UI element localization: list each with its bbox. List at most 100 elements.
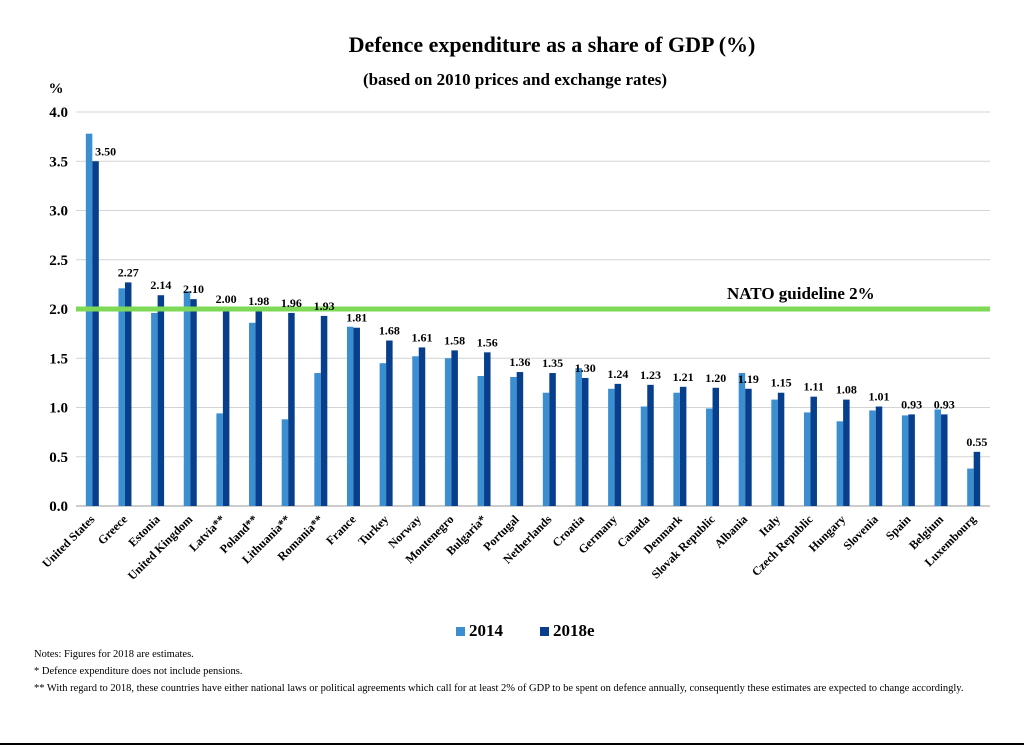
data-label: 1.61 bbox=[412, 330, 433, 344]
data-label: 1.21 bbox=[673, 370, 694, 384]
bar-2014 bbox=[673, 392, 680, 506]
legend-swatch-2018e bbox=[540, 627, 549, 636]
y-tick-label: 1.5 bbox=[49, 351, 68, 367]
data-label: 1.23 bbox=[640, 368, 661, 382]
bar-2018e bbox=[712, 387, 720, 506]
data-label: 1.30 bbox=[575, 361, 596, 375]
bar-2018e bbox=[418, 347, 426, 506]
y-tick-label: 0.0 bbox=[49, 499, 68, 515]
bar-2018e bbox=[777, 392, 785, 506]
data-label: 1.19 bbox=[738, 372, 759, 386]
data-label: 1.15 bbox=[771, 376, 792, 390]
y-tick-label: 2.5 bbox=[49, 253, 68, 269]
data-label: 2.27 bbox=[118, 265, 139, 279]
bar-2014 bbox=[738, 373, 746, 506]
y-tick-label: 2.0 bbox=[49, 302, 68, 318]
bar-2014 bbox=[901, 415, 909, 506]
bar-2014 bbox=[412, 356, 419, 506]
data-label: 0.93 bbox=[934, 397, 955, 411]
note-line: * Defence expenditure does not include p… bbox=[34, 666, 243, 677]
bar-2014 bbox=[183, 291, 191, 506]
bar-2014 bbox=[967, 468, 974, 506]
bar-2014 bbox=[836, 421, 844, 506]
bottom-rule bbox=[0, 743, 1024, 745]
legend-label: 2018e bbox=[553, 621, 595, 640]
data-label: 1.56 bbox=[477, 335, 498, 349]
bar-2018e bbox=[353, 327, 360, 506]
data-label: 2.14 bbox=[150, 278, 171, 292]
bar-2014 bbox=[934, 409, 942, 506]
bar-2018e bbox=[875, 406, 883, 506]
y-tick-label: 0.5 bbox=[49, 450, 68, 466]
data-label: 1.36 bbox=[509, 355, 530, 369]
chart-title: Defence expenditure as a share of GDP (%… bbox=[349, 32, 756, 57]
data-label: 3.50 bbox=[95, 144, 116, 158]
y-tick-label: 3.5 bbox=[49, 154, 68, 170]
bar-2014 bbox=[444, 358, 452, 506]
chart: Defence expenditure as a share of GDP (%… bbox=[39, 32, 990, 640]
data-label: 1.11 bbox=[804, 380, 824, 394]
bar-2018e bbox=[288, 312, 295, 506]
x-tick-label: Greece bbox=[95, 512, 131, 548]
bar-2014 bbox=[379, 363, 387, 506]
bar-2018e bbox=[92, 161, 99, 506]
bar-2014 bbox=[608, 388, 615, 506]
data-label: 1.35 bbox=[542, 356, 563, 370]
bar-2018e bbox=[124, 282, 132, 506]
reference-line-label: NATO guideline 2% bbox=[727, 284, 875, 303]
data-label: 1.93 bbox=[314, 299, 335, 313]
bar-2018e bbox=[549, 373, 556, 506]
bar-2014 bbox=[510, 376, 517, 506]
bar-2014 bbox=[771, 399, 778, 506]
bar-2018e bbox=[843, 399, 850, 506]
x-tick-label: Hungary bbox=[806, 512, 848, 554]
y-axis-label: % bbox=[49, 81, 64, 97]
bar-2014 bbox=[281, 419, 289, 506]
bar-2018e bbox=[941, 414, 948, 506]
bar-2014 bbox=[118, 288, 125, 506]
bar-2014 bbox=[640, 406, 648, 506]
bar-2018e bbox=[451, 350, 458, 506]
bar-2014 bbox=[85, 133, 93, 507]
bar-2018e bbox=[679, 386, 687, 506]
bar-2018e bbox=[614, 383, 622, 506]
y-tick-label: 4.0 bbox=[49, 105, 68, 121]
bar-2018e bbox=[190, 299, 197, 506]
y-tick-label: 3.0 bbox=[49, 204, 68, 220]
legend-label: 2014 bbox=[469, 621, 504, 640]
data-label: 2.00 bbox=[216, 292, 237, 306]
bar-2014 bbox=[151, 312, 158, 506]
bar-2014 bbox=[216, 413, 223, 506]
data-label: 1.01 bbox=[869, 390, 890, 404]
bar-2014 bbox=[575, 368, 582, 506]
bar-2014 bbox=[706, 408, 713, 506]
data-label: 1.24 bbox=[607, 367, 628, 381]
note-line: Notes: Figures for 2018 are estimates. bbox=[34, 649, 194, 660]
bar-2018e bbox=[745, 388, 752, 506]
bar-2014 bbox=[346, 326, 354, 506]
data-label: 0.55 bbox=[966, 435, 987, 449]
x-tick-label: United States bbox=[39, 512, 97, 570]
bar-2018e bbox=[484, 352, 491, 506]
note-line: ** With regard to 2018, these countries … bbox=[34, 683, 964, 694]
y-axis-ticks: 0.0 0.5 1.0 1.5 2.0 2.5 3.0 3.5 4.0 bbox=[49, 105, 68, 515]
bar-2014 bbox=[869, 410, 876, 506]
reference-line-group: NATO guideline 2% bbox=[76, 284, 990, 312]
bar-2014 bbox=[314, 373, 321, 506]
data-label: 1.81 bbox=[346, 311, 367, 325]
y-tick-label: 1.0 bbox=[49, 401, 68, 417]
data-label: 1.96 bbox=[281, 296, 302, 310]
bar-2018e bbox=[386, 340, 393, 506]
x-tick-label: France bbox=[323, 512, 359, 548]
bars bbox=[85, 133, 981, 507]
x-tick-label: Albania bbox=[712, 512, 751, 551]
bar-2018e bbox=[222, 309, 230, 506]
legend: 2014 2018e bbox=[456, 621, 595, 640]
bar-2014 bbox=[542, 392, 550, 506]
data-label: 1.98 bbox=[248, 294, 269, 308]
bar-2018e bbox=[157, 295, 165, 506]
data-label: 1.68 bbox=[379, 324, 400, 338]
bar-2018e bbox=[581, 377, 589, 506]
bar-2014 bbox=[477, 375, 485, 506]
